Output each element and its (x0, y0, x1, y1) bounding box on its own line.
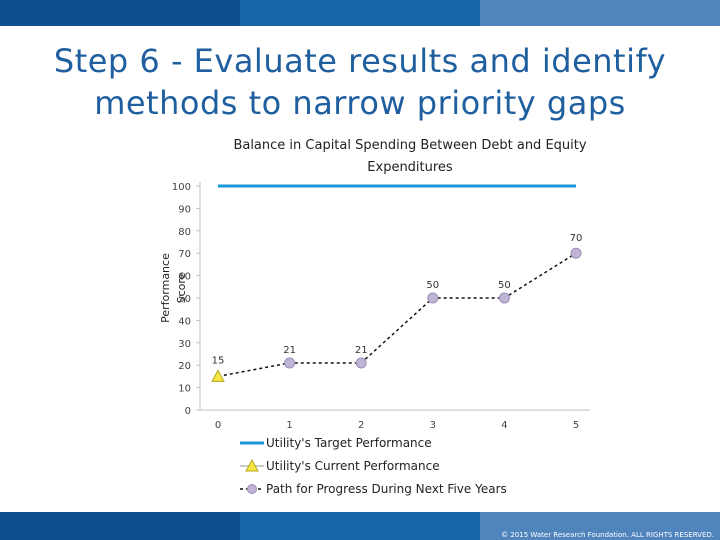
y-tick-label: 30 (178, 339, 191, 350)
progress-point-marker (284, 357, 296, 369)
top-bar-light-segment (480, 0, 720, 26)
y-tick-label: 40 (178, 316, 191, 327)
current-performance-label: 15 (212, 355, 225, 366)
progress-point-label: 70 (570, 233, 583, 244)
y-tick-label: 70 (178, 249, 191, 260)
bottom-bar-mid-segment (240, 512, 480, 540)
y-axis-label-line: Performance (159, 253, 172, 323)
progress-point-label: 21 (283, 345, 296, 356)
progress-path-line (217, 252, 577, 378)
y-tick-label: 80 (178, 227, 191, 238)
chart-title-line: Balance in Capital Spending Between Debt… (233, 138, 586, 153)
top-bar-dark-segment (0, 0, 240, 26)
top-bar-mid-segment (240, 0, 480, 26)
legend-target-label: Utility's Target Performance (266, 436, 432, 450)
line-chart: Balance in Capital Spending Between Debt… (159, 138, 590, 496)
progress-point-label: 50 (498, 280, 511, 291)
top-accent-bar (0, 0, 720, 26)
bottom-bar-dark-segment (0, 512, 240, 540)
y-tick-label: 10 (178, 384, 191, 395)
copyright-notice: © 2015 Water Research Foundation. ALL RI… (501, 531, 714, 539)
y-tick-label: 0 (185, 406, 191, 417)
bottom-accent-bar (0, 512, 720, 540)
y-tick-label: 90 (178, 204, 191, 215)
legend-path-swatch-circle (247, 484, 257, 494)
legend-path-label: Path for Progress During Next Five Years (266, 482, 507, 496)
x-tick-label: 0 (215, 420, 221, 431)
chart-title-line: Expenditures (367, 160, 453, 175)
y-tick-label: 100 (172, 182, 191, 193)
x-tick-label: 1 (286, 420, 292, 431)
progress-point-label: 50 (426, 280, 439, 291)
progress-point-marker (570, 247, 582, 259)
y-tick-label: 60 (178, 272, 191, 283)
x-tick-label: 2 (358, 420, 364, 431)
y-axis-label-line: Score (175, 272, 188, 303)
progress-point-label: 21 (355, 345, 368, 356)
bottom-bar-light-segment (480, 512, 720, 540)
progress-point-marker (498, 292, 510, 304)
progress-point-marker (355, 357, 367, 369)
legend-current-swatch-triangle (245, 458, 259, 472)
x-tick-label: 5 (573, 420, 579, 431)
y-tick-label: 20 (178, 361, 191, 372)
progress-point-marker (427, 292, 439, 304)
y-tick-label: 50 (178, 294, 191, 305)
x-tick-label: 4 (501, 420, 507, 431)
x-tick-label: 3 (430, 420, 436, 431)
slide-title: Step 6 - Evaluate results and identify m… (53, 42, 667, 122)
current-performance-marker (211, 369, 225, 382)
legend-current-label: Utility's Current Performance (266, 459, 440, 473)
